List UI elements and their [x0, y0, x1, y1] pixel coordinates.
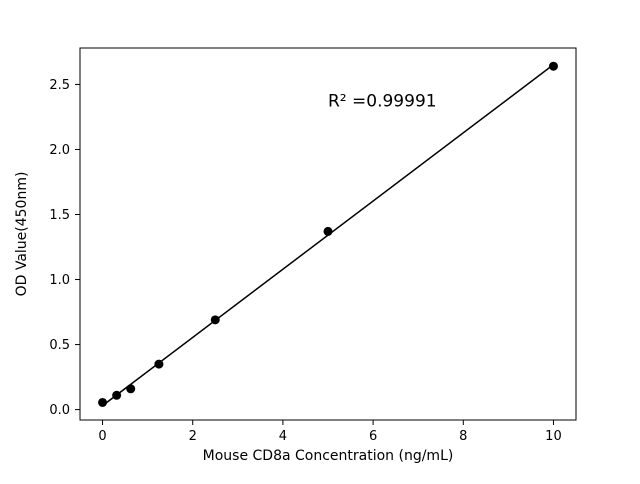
y-tick-label: 0.5: [49, 338, 70, 353]
y-tick-label: 1.0: [49, 273, 70, 288]
x-axis-label: Mouse CD8a Concentration (ng/mL): [203, 448, 454, 464]
data-point: [210, 315, 220, 325]
data-point: [112, 390, 122, 400]
y-tick-label: 0.0: [49, 403, 70, 418]
y-tick-label: 1.5: [49, 208, 70, 223]
plot-border: [79, 47, 577, 421]
r-squared-annotation: R² =0.99991: [328, 92, 437, 112]
x-tick-label: 2: [189, 429, 197, 444]
x-tick-label: 0: [98, 429, 106, 444]
data-point: [154, 359, 164, 369]
y-tick-label: 2.5: [49, 78, 70, 93]
y-axis-label: OD Value(450nm): [14, 172, 30, 297]
y-tick-label: 2.0: [49, 143, 70, 158]
x-tick-label: 4: [279, 429, 287, 444]
x-tick-label: 6: [369, 429, 377, 444]
x-tick-label: 10: [545, 429, 562, 444]
data-point: [126, 384, 136, 394]
data-point: [98, 397, 108, 407]
x-tick-label: 8: [459, 429, 467, 444]
data-point: [548, 61, 558, 71]
data-point: [323, 226, 333, 236]
